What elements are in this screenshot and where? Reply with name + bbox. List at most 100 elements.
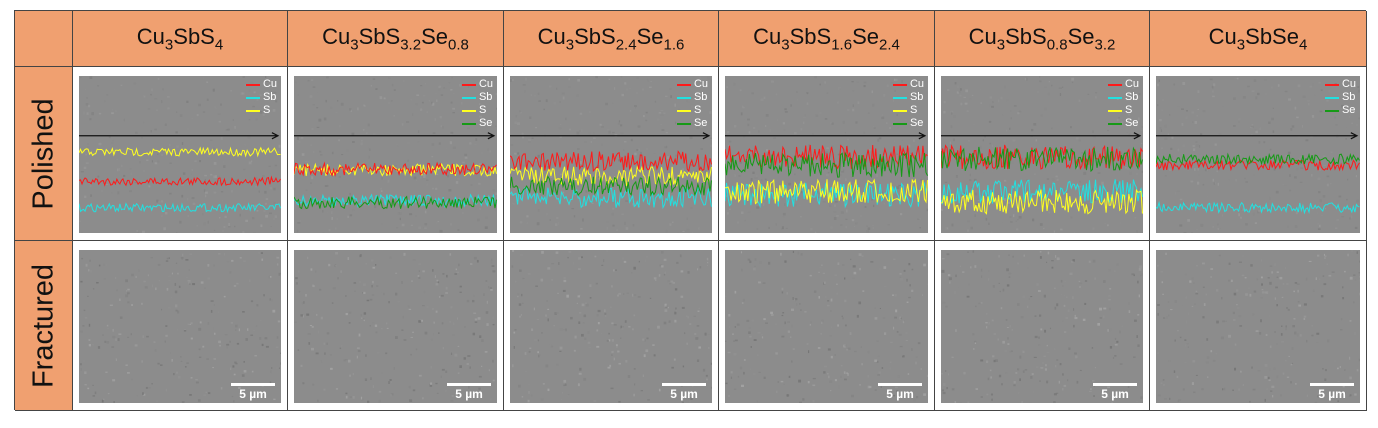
row-label-fractured: Fractured: [15, 241, 73, 411]
scale-bar-label: 5 µm: [886, 387, 914, 401]
scan-arrow: [294, 132, 496, 140]
sem-cell-polished: Cu Sb S Se: [719, 67, 935, 241]
linescan-cu: [1156, 159, 1360, 172]
legend-label: Se: [1124, 117, 1139, 129]
legend-label: Sb: [262, 91, 277, 103]
linescan-s: [725, 178, 928, 205]
sem-cell-polished: Cu Sb Se: [1150, 67, 1367, 241]
row-label-text: Polished: [27, 97, 59, 210]
sem-cell-polished: Cu Sb S Se: [935, 67, 1150, 241]
legend-swatch: [245, 83, 260, 86]
sem-cell-fractured: 5 µm: [288, 241, 504, 411]
sem-texture: [941, 250, 1143, 403]
scale-bar-label: 5 µm: [670, 387, 698, 401]
legend-swatch: [892, 96, 907, 99]
legend-swatch: [892, 109, 907, 112]
legend-item: Sb: [1324, 91, 1356, 104]
linescan-s: [941, 188, 1143, 215]
legend-swatch: [245, 109, 260, 112]
sem-image: 5 µm: [294, 250, 497, 403]
legend-swatch: [1107, 122, 1122, 125]
legend-item: Se: [1324, 104, 1356, 117]
legend-label: Sb: [1124, 91, 1139, 103]
legend-label: Cu: [1124, 78, 1139, 90]
legend-item: Sb: [461, 91, 493, 104]
legend-item: S: [892, 104, 924, 117]
scale-bar: 5 µm: [878, 383, 922, 401]
scan-arrow: [941, 132, 1142, 140]
linescan-cu: [79, 175, 281, 187]
sem-cell-polished: Cu Sb S: [73, 67, 288, 241]
formula-label: Cu3SbS4: [136, 23, 224, 54]
sem-image: 5 µm: [941, 250, 1143, 403]
legend-label: Cu: [909, 78, 924, 90]
linescan-s: [79, 146, 281, 158]
legend-item: Se: [676, 117, 708, 130]
scale-bar-label: 5 µm: [1101, 387, 1129, 401]
legend-item: S: [461, 104, 493, 117]
legend-swatch: [1107, 96, 1122, 99]
legend-item: Se: [461, 117, 493, 130]
sem-texture: [294, 76, 497, 233]
sem-texture: [294, 251, 497, 403]
row-label-polished: Polished: [15, 67, 73, 241]
legend-swatch: [461, 83, 476, 86]
sem-image: Cu Sb Se: [1156, 76, 1360, 233]
scale-bar-label: 5 µm: [1318, 387, 1346, 401]
legend-item: Cu: [461, 78, 493, 91]
legend-label: Se: [478, 117, 493, 129]
legend-swatch: [461, 96, 476, 99]
linescan-se: [1156, 152, 1360, 166]
legend-swatch: [461, 122, 476, 125]
legend-label: Se: [693, 117, 708, 129]
legend-swatch: [1107, 83, 1122, 86]
scan-arrow: [1156, 132, 1359, 140]
sem-cell-fractured: 5 µm: [935, 241, 1150, 411]
sem-image: 5 µm: [1156, 250, 1360, 403]
legend-label: Se: [1341, 104, 1356, 116]
column-header: Cu3SbS0.8Se3.2: [935, 11, 1150, 67]
legend-item: S: [676, 104, 708, 117]
legend-item: Cu: [245, 78, 277, 91]
sem-cell-polished: Cu Sb S Se: [288, 67, 504, 241]
legend-item: Cu: [1324, 78, 1356, 91]
legend-swatch: [1324, 83, 1339, 86]
legend-label: Sb: [693, 91, 708, 103]
legend-label: Cu: [478, 78, 493, 90]
legend-label: Sb: [1341, 91, 1356, 103]
scan-arrow: [79, 132, 280, 140]
legend-label: S: [909, 104, 918, 116]
scan-arrow: [510, 132, 711, 140]
formula-label: Cu3SbSe4: [1208, 23, 1308, 54]
legend-label: Sb: [478, 91, 493, 103]
sem-texture: [725, 250, 928, 403]
legend-swatch: [1107, 109, 1122, 112]
linescan-sb: [79, 202, 281, 214]
legend-swatch: [892, 83, 907, 86]
legend-item: Cu: [892, 78, 924, 91]
legend-swatch: [676, 122, 691, 125]
legend-label: S: [262, 104, 271, 116]
legend-label: S: [478, 104, 487, 116]
legend-item: Se: [892, 117, 924, 130]
sem-image: 5 µm: [725, 250, 928, 403]
sem-cell-polished: Cu Sb S Se: [504, 67, 719, 241]
legend-swatch: [892, 122, 907, 125]
linescan-sb: [1156, 200, 1360, 215]
legend-label: Cu: [262, 78, 277, 90]
scan-arrow: [725, 132, 927, 140]
linescan-se: [725, 151, 928, 178]
scale-bar-label: 5 µm: [239, 387, 267, 401]
scale-bar-line: [1093, 383, 1137, 386]
legend-label: Se: [909, 117, 924, 129]
legend-swatch: [1324, 96, 1339, 99]
legend: Cu Sb Se: [1324, 78, 1356, 117]
sem-cell-fractured: 5 µm: [504, 241, 719, 411]
sem-texture: [80, 252, 281, 403]
formula-label: Cu3SbS1.6Se2.4: [753, 23, 900, 54]
sem-image: Cu Sb S: [79, 76, 281, 233]
sem-image: Cu Sb S Se: [941, 76, 1143, 233]
sem-cell-fractured: 5 µm: [719, 241, 935, 411]
scale-bar-line: [878, 383, 922, 386]
legend-label: Cu: [693, 78, 708, 90]
